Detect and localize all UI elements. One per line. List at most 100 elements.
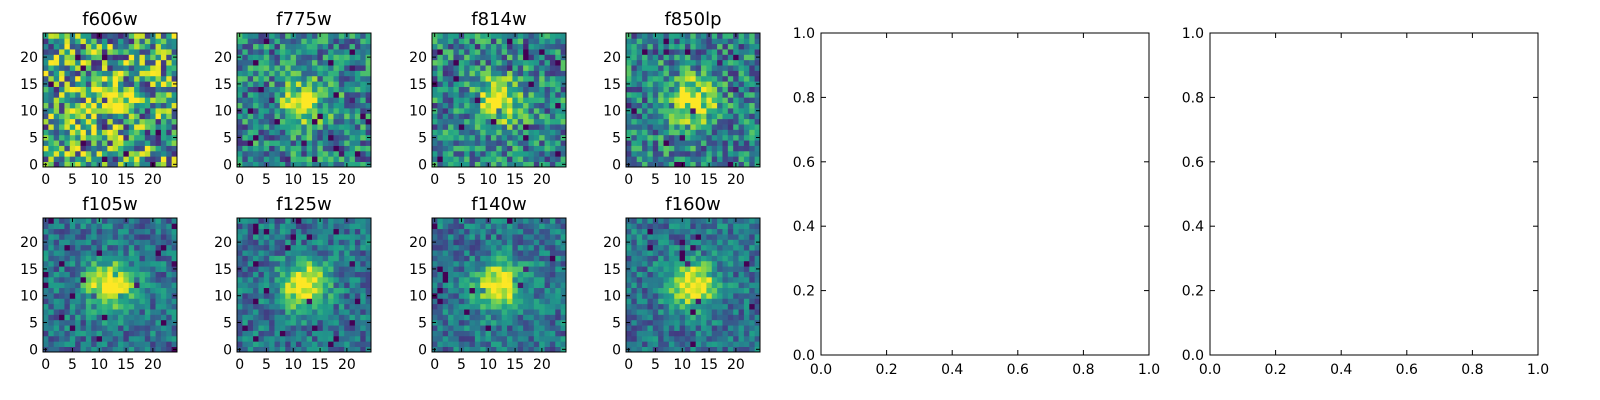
- heatmap-cell: [490, 282, 497, 289]
- heatmap-cell: [101, 43, 108, 50]
- heatmap-cell: [474, 108, 481, 114]
- heatmap-cell: [253, 228, 259, 235]
- heatmap-cell: [448, 33, 454, 39]
- heatmap-cell: [75, 218, 81, 224]
- heatmap-cell: [663, 75, 670, 82]
- heatmap-cell: [263, 145, 270, 152]
- heatmap-cell: [727, 102, 734, 109]
- heatmap-cell: [134, 156, 140, 162]
- heatmap-cell: [626, 271, 632, 278]
- heatmap-cell: [512, 70, 519, 77]
- heatmap-cell: [437, 330, 444, 337]
- heatmap-cell: [523, 325, 529, 331]
- heatmap-cell: [322, 150, 329, 157]
- heatmap-cell: [53, 38, 60, 45]
- heatmap-cell: [631, 70, 638, 77]
- heatmap-cell: [626, 129, 632, 136]
- heatmap-cell: [458, 276, 465, 283]
- heatmap-cell: [279, 218, 286, 224]
- heatmap-cell: [453, 134, 460, 141]
- heatmap-cell: [674, 161, 680, 168]
- heatmap-cell: [360, 86, 366, 93]
- heatmap-cell: [91, 70, 97, 77]
- heatmap-cell: [134, 65, 140, 71]
- heatmap-cell: [48, 49, 55, 55]
- heatmap-cell: [144, 49, 151, 55]
- heatmap-cell: [523, 43, 529, 50]
- heatmap-cell: [706, 282, 713, 289]
- heatmap-cell: [338, 287, 345, 294]
- heatmap-cell: [338, 49, 345, 55]
- heatmap-cell: [75, 108, 81, 114]
- heatmap-cell: [555, 140, 561, 146]
- heatmap-cell: [448, 276, 454, 283]
- heatmap-cell: [528, 156, 535, 162]
- heatmap-cell: [636, 59, 643, 66]
- heatmap-cell: [501, 150, 508, 157]
- heatmap-cell: [53, 156, 60, 162]
- heatmap-cell: [128, 102, 135, 109]
- heatmap-cell: [469, 266, 476, 272]
- heatmap-cell: [338, 150, 345, 157]
- heatmap-cell: [652, 129, 659, 136]
- heatmap-cell: [134, 43, 140, 50]
- heatmap-cell: [544, 330, 551, 337]
- heatmap-cell: [480, 287, 486, 294]
- heatmap-cell: [258, 91, 265, 98]
- heatmap-cell: [306, 108, 313, 114]
- heatmap-cell: [544, 223, 551, 230]
- heatmap-cell: [642, 102, 648, 109]
- heatmap-cell: [512, 156, 519, 162]
- heatmap-cell: [322, 33, 329, 39]
- heatmap-cell: [674, 86, 680, 93]
- heatmap-cell: [64, 156, 71, 162]
- y-tick-label: 5: [223, 131, 232, 147]
- heatmap-cell: [285, 244, 291, 251]
- heatmap-cell: [139, 118, 146, 125]
- heatmap-cell: [560, 330, 567, 337]
- heatmap-cell: [722, 86, 729, 93]
- heatmap-cell: [247, 239, 254, 246]
- heatmap-cell: [663, 54, 670, 61]
- heatmap-cell: [458, 134, 465, 141]
- heatmap-cell: [544, 314, 551, 321]
- heatmap-cell: [123, 81, 130, 87]
- heatmap-cell: [322, 118, 329, 125]
- heatmap-cell: [64, 38, 71, 45]
- heatmap-cell: [128, 298, 135, 305]
- heatmap-cell: [101, 287, 108, 294]
- heatmap-cell: [285, 129, 291, 136]
- heatmap-cell: [338, 330, 345, 337]
- heatmap-cell: [695, 91, 702, 98]
- heatmap-cell: [706, 43, 713, 50]
- heatmap-cell: [701, 124, 707, 130]
- heatmap-cell: [464, 239, 470, 246]
- heatmap-cell: [533, 287, 540, 294]
- heatmap-cell: [290, 250, 297, 256]
- heatmap-cell: [474, 113, 481, 120]
- heatmap-cell: [107, 255, 114, 262]
- x-tick-label: 20: [727, 172, 745, 188]
- heatmap-cell: [269, 223, 275, 230]
- heatmap-cell: [134, 303, 140, 310]
- y-tick-label: 20: [409, 235, 427, 251]
- heatmap-cell: [279, 271, 286, 278]
- heatmap-cell: [112, 330, 119, 337]
- heatmap-cell: [285, 319, 291, 326]
- heatmap-cell: [112, 255, 119, 262]
- heatmap-cell: [59, 239, 65, 246]
- heatmap-cell: [437, 91, 444, 98]
- heatmap-cell: [338, 54, 345, 61]
- y-tick-label: 5: [418, 316, 427, 332]
- heatmap-cell: [301, 102, 308, 109]
- heatmap-cell: [365, 150, 372, 157]
- heatmap-cell: [647, 124, 654, 130]
- heatmap-cell: [626, 49, 632, 55]
- heatmap-cell: [48, 228, 55, 235]
- heatmap-cell: [123, 244, 130, 251]
- heatmap-cell: [480, 239, 486, 246]
- heatmap-cell: [636, 91, 643, 98]
- heatmap-cell: [101, 49, 108, 55]
- heatmap-cell: [354, 86, 361, 93]
- heatmap-cell: [295, 97, 302, 104]
